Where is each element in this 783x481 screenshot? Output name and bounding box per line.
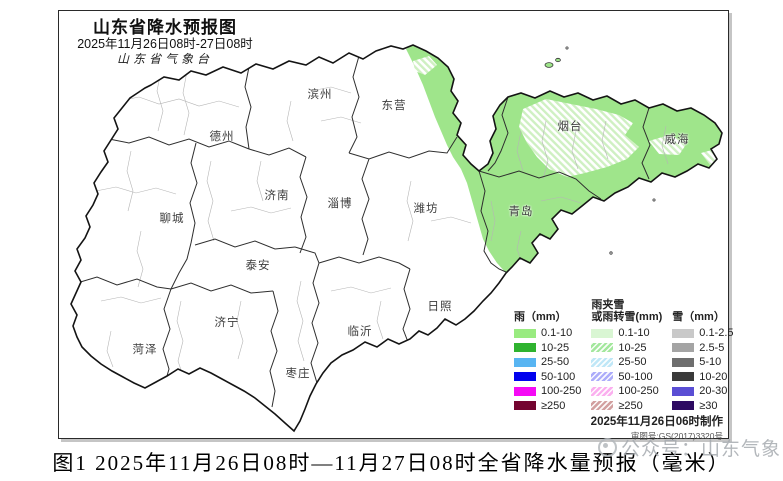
islands (544, 46, 656, 255)
legend-swatch (514, 386, 536, 396)
legend-credits: 2025年11月26日06时制作 审图号:GS(2017)3320号 (591, 413, 723, 442)
legend-swatch (514, 328, 536, 338)
city-label-济南: 济南 (264, 190, 290, 202)
legend-row: 10-25 (591, 341, 662, 356)
legend-header-snow: 雪（mm） (672, 311, 725, 323)
legend-label: 50-100 (618, 370, 653, 383)
wechat-account-icon (597, 438, 617, 457)
map-title: 山东省降水预报图 (93, 18, 237, 37)
sleet-area-dongying (413, 56, 437, 75)
city-label-日照: 日照 (427, 301, 453, 313)
legend-row: 0.1-10 (591, 326, 662, 341)
legend-swatch (672, 357, 695, 367)
city-label-菏泽: 菏泽 (132, 344, 158, 356)
map-frame (58, 10, 729, 439)
legend-row: ≥250 (514, 399, 581, 414)
city-label-济宁: 济宁 (214, 317, 240, 329)
legend-label: 0.1-2.5 (699, 327, 734, 340)
legend-swatch (514, 357, 536, 367)
legend-label: 2.5-5 (699, 341, 725, 354)
shandong-map (70, 44, 723, 432)
precipitation-legend: 雨（mm） 0.1-10 10-25 25-50 50-100 100-250 ≥250 雨夹… (514, 297, 734, 413)
legend-label: 100-250 (618, 385, 659, 398)
legend-label: ≥30 (699, 399, 718, 412)
legend-label: 25-50 (541, 356, 570, 369)
legend-column-snow: 雪（mm） 0.1-2.5 2.5-5 5-10 10-20 20-30 ≥30 (672, 297, 734, 414)
legend-label: 0.1-10 (618, 327, 650, 340)
city-label-泰安: 泰安 (245, 260, 271, 272)
legend-swatch (672, 328, 695, 338)
city-label-潍坊: 潍坊 (413, 203, 439, 215)
figure-caption: 图1 2025年11月26日08时—11月27日08时全省降水量预报（毫米） (52, 451, 731, 475)
legend-label: 20-30 (699, 385, 728, 398)
watermark-text: 公众号：山东气象 (620, 439, 781, 460)
issue-time: 2025年11月26日06时制作 (590, 416, 723, 428)
county-boundaries (95, 70, 669, 400)
legend-swatch (672, 401, 695, 411)
agency-name: 山东省气象台 (116, 52, 213, 66)
legend-row: 2.5-5 (672, 341, 733, 356)
city-label-烟台: 烟台 (557, 121, 583, 133)
legend-row: 10-25 (514, 341, 581, 356)
legend-label: 0.1-10 (541, 327, 573, 340)
legend-row: 50-100 (591, 370, 662, 385)
legend-swatch (514, 401, 536, 411)
forecast-period: 2025年11月26日08时-27日08时 (77, 37, 253, 51)
legend-row: 5-10 (672, 355, 733, 370)
legend-row: ≥250 (591, 399, 662, 414)
legend-column-sleet: 雨夹雪 或雨转雪(mm) 0.1-10 10-25 25-50 50-100 100-250… (591, 297, 662, 413)
legend-label: 5-10 (699, 356, 722, 369)
legend-row: 20-30 (672, 384, 733, 399)
legend-label: 100-250 (541, 385, 582, 398)
legend-swatch (591, 343, 614, 353)
prefecture-boundaries (76, 55, 651, 408)
legend-swatch (672, 343, 695, 353)
legend-swatch (514, 343, 536, 353)
legend-row: 10-20 (672, 370, 733, 385)
city-label-聊城: 聊城 (159, 213, 185, 225)
legend-label: 10-25 (618, 341, 647, 354)
legend-swatch (514, 372, 536, 382)
city-label-威海: 威海 (664, 134, 690, 146)
legend-row: ≥30 (672, 399, 733, 414)
city-label-枣庄: 枣庄 (285, 368, 311, 380)
legend-label: 25-50 (618, 356, 647, 369)
legend-swatch (591, 386, 614, 396)
legend-label: ≥250 (618, 399, 643, 412)
city-label-东营: 东营 (381, 100, 407, 112)
sleet-area-yantai (519, 99, 639, 177)
legend-row: 100-250 (514, 384, 581, 399)
legend-row: 25-50 (514, 355, 581, 370)
legend-label: 10-25 (541, 341, 570, 354)
legend-swatch (672, 386, 695, 396)
legend-swatch (591, 328, 614, 338)
legend-header-sleet: 雨夹雪 或雨转雪(mm) (591, 299, 663, 323)
legend-row: 0.1-10 (514, 326, 581, 341)
sleet-area-weihai-west (649, 135, 687, 155)
legend-swatch (591, 357, 614, 367)
legend-swatch (672, 372, 695, 382)
legend-row: 100-250 (591, 384, 662, 399)
legend-row: 25-50 (591, 355, 662, 370)
city-label-淄博: 淄博 (327, 198, 353, 210)
map-approval-number: 审图号:GS(2017)3320号 (630, 431, 723, 441)
legend-header-rain: 雨（mm） (514, 311, 567, 323)
city-label-德州: 德州 (209, 131, 235, 143)
legend-label: 50-100 (541, 370, 576, 383)
legend-swatch (591, 372, 614, 382)
legend-row: 0.1-2.5 (672, 326, 734, 341)
legend-swatch (591, 401, 614, 411)
legend-row: 50-100 (514, 370, 581, 385)
city-label-临沂: 临沂 (347, 326, 373, 338)
legend-label: 10-20 (699, 370, 728, 383)
city-label-滨州: 滨州 (307, 89, 333, 101)
watermark: 公众号：山东气象 (597, 434, 781, 461)
city-label-青岛: 青岛 (508, 206, 534, 218)
legend-label: ≥250 (541, 399, 566, 412)
legend-column-rain: 雨（mm） 0.1-10 10-25 25-50 50-100 100-250 ≥250 (514, 297, 581, 413)
